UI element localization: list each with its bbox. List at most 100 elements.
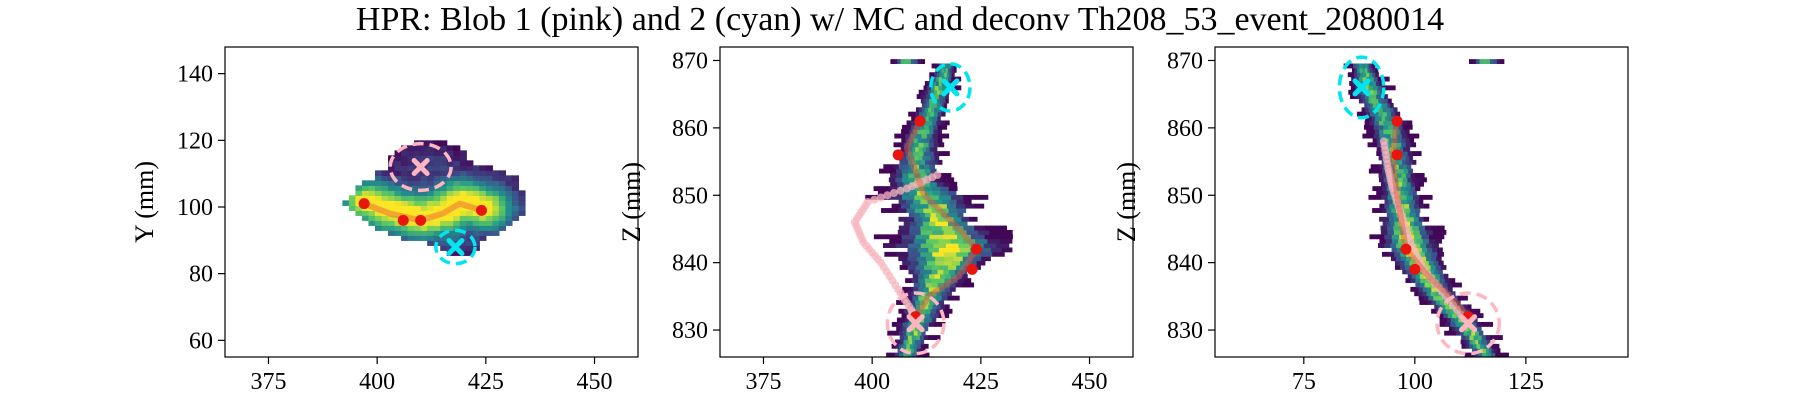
voxel [1391, 247, 1398, 253]
voxel [1412, 190, 1417, 196]
voxel [1478, 330, 1484, 336]
voxel [1431, 308, 1437, 314]
voxel [998, 234, 1013, 240]
voxel [453, 195, 461, 201]
voxel [466, 240, 474, 246]
voxel [1347, 72, 1352, 78]
voxel [938, 194, 952, 200]
voxel [928, 203, 939, 209]
voxel [433, 170, 441, 176]
voxel [940, 304, 946, 310]
voxel [937, 278, 945, 284]
voxel [910, 203, 920, 209]
voxel [1359, 63, 1363, 69]
voxel [1387, 229, 1395, 235]
voxel [911, 335, 917, 340]
voxel [427, 200, 435, 206]
voxel [944, 120, 950, 126]
voxel [498, 215, 507, 221]
voxel [888, 164, 895, 170]
voxel [498, 195, 507, 201]
voxel [903, 308, 910, 314]
voxel [895, 343, 900, 349]
voxel [440, 150, 448, 156]
voxel [977, 229, 990, 235]
voxel [1380, 181, 1386, 187]
voxel [1431, 256, 1437, 262]
voxel [921, 102, 925, 108]
voxel [1414, 291, 1419, 297]
voxel [1373, 76, 1379, 82]
voxel [1476, 321, 1483, 327]
voxel [877, 190, 887, 196]
voxel [1426, 291, 1432, 297]
voxel [427, 240, 435, 246]
voxel [440, 240, 448, 246]
voxel [1394, 260, 1401, 266]
voxel [1413, 216, 1420, 222]
voxel [907, 247, 919, 253]
voxel [913, 348, 918, 354]
voxel [914, 212, 921, 218]
voxel [918, 168, 926, 174]
voxel [381, 205, 389, 211]
voxel [368, 195, 376, 201]
voxel [912, 295, 919, 301]
voxel [936, 72, 940, 78]
voxel [1419, 282, 1426, 288]
voxel [946, 72, 950, 78]
voxel [930, 111, 935, 117]
voxel [1376, 146, 1381, 152]
voxel [407, 190, 415, 196]
voxel [1439, 278, 1446, 284]
voxel [1349, 94, 1355, 100]
voxel [947, 67, 951, 73]
voxel [908, 251, 921, 257]
voxel [401, 225, 409, 231]
voxel [952, 212, 959, 218]
voxel [943, 313, 950, 319]
voxel [904, 317, 910, 323]
voxel [941, 212, 948, 218]
voxel [1431, 300, 1437, 305]
voxel [947, 295, 954, 301]
voxel [394, 215, 402, 221]
voxel [921, 89, 926, 95]
voxel [1463, 304, 1468, 310]
voxel [881, 208, 890, 213]
voxel [1381, 186, 1388, 192]
voxel [1398, 238, 1405, 244]
x-tick-label: 125 [1508, 369, 1544, 395]
voxel [388, 195, 396, 201]
voxel [934, 286, 940, 292]
voxel [1434, 269, 1439, 275]
voxel [453, 160, 461, 166]
voxel [401, 165, 409, 171]
voxel [394, 180, 402, 186]
voxel [1389, 107, 1394, 113]
voxel [1389, 203, 1395, 209]
voxel [1481, 335, 1487, 340]
voxel [1365, 63, 1370, 69]
voxel [895, 177, 903, 183]
voxel [1483, 343, 1489, 349]
voxel [433, 165, 441, 171]
voxel [923, 321, 930, 327]
voxel [899, 335, 905, 340]
voxel [969, 216, 978, 222]
voxel [966, 229, 979, 235]
voxel [1411, 199, 1416, 205]
voxel [374, 215, 383, 221]
voxel [492, 195, 500, 201]
voxel [407, 200, 415, 206]
voxel [925, 116, 930, 121]
voxel [908, 177, 916, 183]
voxel [1372, 67, 1376, 73]
voxel [1378, 111, 1384, 117]
voxel [472, 220, 480, 226]
voxel [381, 210, 389, 216]
voxel [427, 145, 435, 151]
voxel [1356, 72, 1361, 78]
voxel [1400, 190, 1405, 196]
voxel [1380, 225, 1388, 231]
